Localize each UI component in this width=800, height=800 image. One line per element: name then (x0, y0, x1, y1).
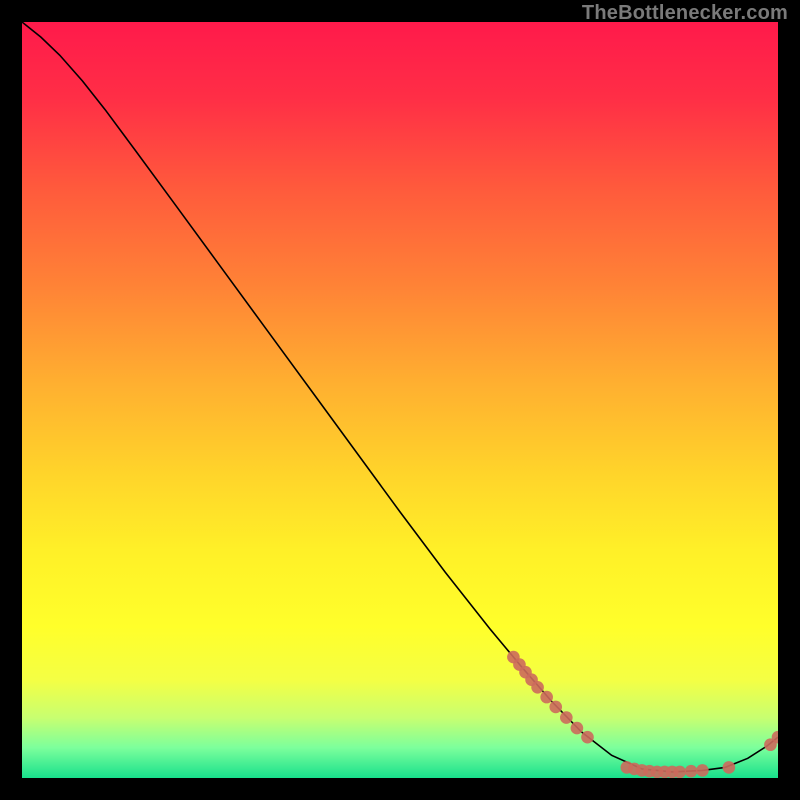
marker-dot (531, 681, 544, 694)
marker-dot (685, 765, 698, 778)
marker-dot (581, 731, 594, 744)
marker-dot (723, 761, 736, 774)
marker-dot (571, 722, 584, 735)
marker-dot (549, 701, 562, 714)
marker-dot (540, 691, 553, 704)
bottleneck-curve (22, 22, 778, 772)
marker-dot (696, 764, 709, 777)
markers-group (507, 651, 778, 778)
marker-dot (560, 711, 573, 724)
chart-overlay (22, 22, 778, 778)
plot-area (22, 22, 778, 778)
watermark-text: TheBottlenecker.com (582, 2, 788, 25)
marker-dot (673, 766, 686, 778)
